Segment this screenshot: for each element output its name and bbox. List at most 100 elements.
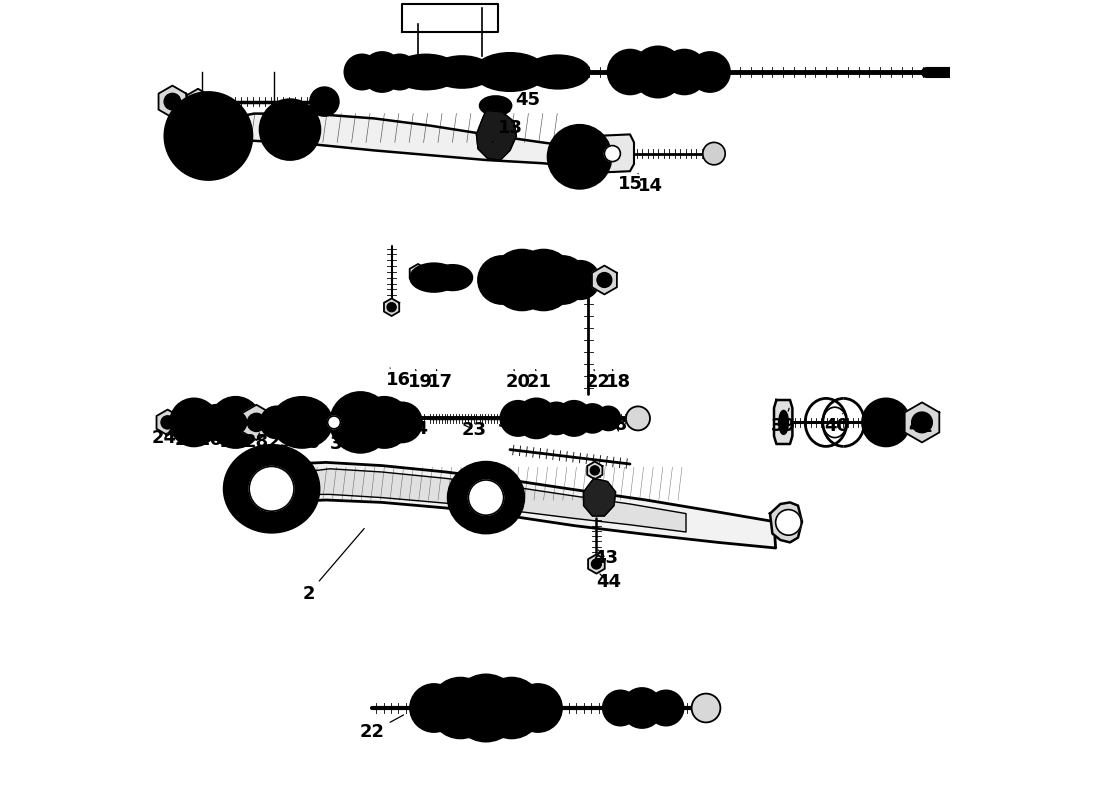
Polygon shape [588,554,605,574]
Text: 18: 18 [605,370,630,391]
Circle shape [626,406,650,430]
Circle shape [552,270,573,290]
Circle shape [276,116,304,143]
Ellipse shape [480,96,512,115]
Ellipse shape [432,265,472,290]
Text: 34: 34 [404,420,429,438]
Text: 17: 17 [428,370,453,391]
Polygon shape [202,114,578,166]
Polygon shape [774,400,792,444]
Text: 40: 40 [824,414,849,434]
Circle shape [516,398,557,438]
Text: 28: 28 [244,433,270,450]
Text: 15: 15 [614,172,642,193]
Ellipse shape [474,53,546,91]
Circle shape [540,402,572,434]
Ellipse shape [487,100,505,111]
Text: 22: 22 [360,715,404,741]
Circle shape [392,64,408,80]
Ellipse shape [245,465,298,513]
Circle shape [557,401,592,436]
Circle shape [492,270,513,290]
Circle shape [561,261,600,299]
Text: 44: 44 [596,574,620,591]
Circle shape [597,273,612,287]
Text: 25: 25 [175,431,200,449]
Polygon shape [268,462,776,548]
Text: 14: 14 [638,174,662,194]
Circle shape [191,95,205,108]
Circle shape [250,466,294,511]
Ellipse shape [779,410,789,434]
Ellipse shape [393,54,460,90]
Text: 35: 35 [580,415,605,433]
Polygon shape [476,110,516,160]
Text: 32: 32 [364,417,389,434]
Circle shape [410,684,458,732]
Circle shape [446,694,475,722]
Polygon shape [384,298,399,316]
Text: 29: 29 [268,430,293,451]
Circle shape [703,142,725,165]
Text: 23: 23 [462,421,486,438]
Text: 16: 16 [385,368,410,389]
Circle shape [876,412,896,433]
Ellipse shape [431,56,493,88]
Ellipse shape [465,478,507,518]
Circle shape [674,62,694,82]
Ellipse shape [491,62,530,82]
Text: 22: 22 [585,370,611,391]
Ellipse shape [421,270,448,286]
Text: 24: 24 [152,430,177,447]
Circle shape [690,52,730,92]
Circle shape [701,63,718,81]
Circle shape [776,510,801,535]
Circle shape [912,412,933,433]
Circle shape [514,684,562,732]
Circle shape [646,60,670,84]
Circle shape [481,678,542,738]
Circle shape [382,54,417,90]
Circle shape [662,50,707,94]
Text: 13: 13 [492,119,522,142]
Text: 41: 41 [872,418,896,435]
Ellipse shape [441,270,463,285]
Circle shape [270,415,284,430]
Circle shape [619,62,640,82]
Circle shape [604,146,620,162]
Circle shape [648,690,683,726]
Circle shape [344,54,380,90]
Ellipse shape [540,62,575,82]
Circle shape [199,405,234,440]
Polygon shape [904,402,939,442]
Circle shape [346,408,375,437]
Polygon shape [587,462,603,479]
Circle shape [586,412,598,425]
Polygon shape [770,502,802,542]
Text: 37: 37 [541,415,567,433]
Text: 19: 19 [408,370,433,391]
Circle shape [603,690,638,726]
Circle shape [621,688,662,728]
Polygon shape [241,405,272,440]
Text: 42: 42 [908,418,933,436]
Text: 43: 43 [594,550,618,567]
Text: 21: 21 [527,370,552,391]
Circle shape [497,694,526,722]
Text: 36: 36 [520,414,544,432]
Circle shape [528,410,546,427]
Ellipse shape [410,263,458,292]
Polygon shape [590,134,634,173]
Circle shape [530,266,558,294]
Circle shape [224,411,246,434]
Circle shape [189,117,228,155]
Text: 20: 20 [506,370,530,391]
Circle shape [514,250,574,310]
Circle shape [248,414,265,431]
Circle shape [260,99,320,160]
Circle shape [603,413,614,424]
Circle shape [592,559,602,569]
Circle shape [692,694,720,722]
Circle shape [362,52,402,92]
Circle shape [591,466,600,475]
